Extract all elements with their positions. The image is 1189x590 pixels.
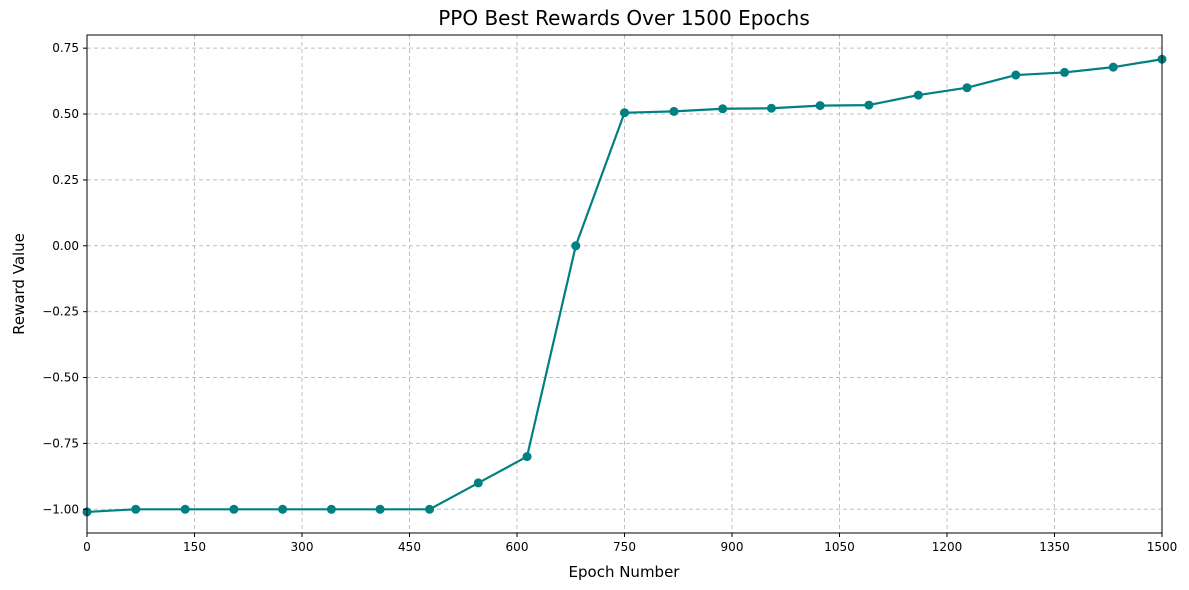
chart-title: PPO Best Rewards Over 1500 Epochs xyxy=(438,6,810,30)
data-point xyxy=(425,504,435,514)
series-layer xyxy=(82,54,1167,517)
y-tick-label: −1.00 xyxy=(42,502,79,516)
grid-layer xyxy=(86,35,1163,533)
x-tick-label: 0 xyxy=(83,540,91,554)
data-point xyxy=(864,100,874,110)
data-point xyxy=(962,83,972,93)
x-tick-label: 1350 xyxy=(1039,540,1070,554)
x-tick-label: 1200 xyxy=(932,540,963,554)
data-point xyxy=(1108,62,1118,72)
tick-layer: 0 150 300 450 600 750 900 1050 1200 1350 1500 −1.00… xyxy=(42,41,1177,554)
data-point xyxy=(913,90,923,100)
x-tick-label: 450 xyxy=(398,540,421,554)
x-tick-label: 750 xyxy=(613,540,636,554)
y-tick-label: 0.50 xyxy=(52,107,79,121)
data-point xyxy=(620,108,629,118)
y-tick-label: 0.75 xyxy=(52,41,79,55)
x-tick-label: 1050 xyxy=(824,540,855,554)
data-point xyxy=(766,103,776,113)
data-point xyxy=(1011,70,1021,80)
data-point xyxy=(1060,67,1070,77)
y-tick-label: 0.25 xyxy=(52,173,79,187)
y-tick-label: −0.50 xyxy=(42,371,79,385)
y-tick-label: 0.00 xyxy=(52,239,79,253)
data-point xyxy=(131,504,141,514)
data-point xyxy=(375,504,385,514)
x-axis-label: Epoch Number xyxy=(569,563,681,581)
x-tick-label: 600 xyxy=(506,540,529,554)
data-point xyxy=(815,101,825,111)
data-point xyxy=(326,504,336,514)
y-tick-label: −0.25 xyxy=(42,305,79,319)
y-tick-label: −0.75 xyxy=(42,436,79,450)
data-point xyxy=(571,241,581,251)
y-axis-label: Reward Value xyxy=(10,233,28,335)
x-tick-label: 1500 xyxy=(1147,540,1178,554)
data-point xyxy=(180,504,190,514)
x-tick-label: 150 xyxy=(183,540,206,554)
x-tick-label: 900 xyxy=(721,540,744,554)
data-point xyxy=(473,478,483,488)
data-point xyxy=(522,452,532,462)
data-point xyxy=(278,504,288,514)
data-point xyxy=(669,106,679,116)
data-point xyxy=(229,504,239,514)
x-tick-label: 300 xyxy=(291,540,314,554)
data-point xyxy=(718,104,728,114)
